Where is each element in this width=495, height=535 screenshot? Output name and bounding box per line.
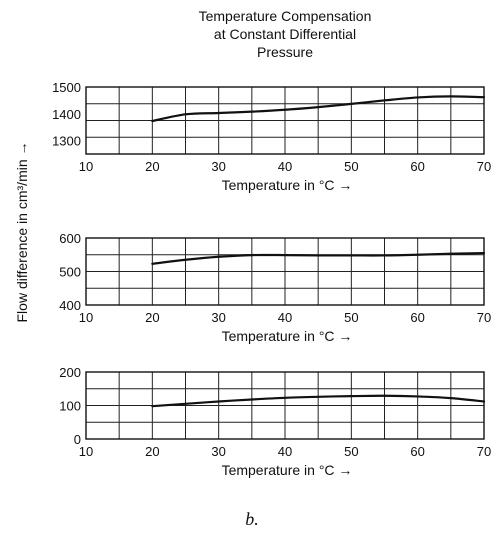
chart-title-line-2: at Constant Differential: [214, 26, 356, 42]
x-tick-label: 20: [145, 310, 159, 325]
x-tick-label: 20: [145, 159, 159, 174]
grid-lines: [86, 87, 484, 154]
y-tick-label: 1400: [52, 107, 81, 122]
y-tick-label: 1300: [52, 134, 81, 149]
x-tick-label: 40: [278, 159, 292, 174]
y-tick-label: 1500: [52, 80, 81, 95]
x-tick-label: 70: [477, 444, 491, 459]
x-tick-label: 50: [344, 159, 358, 174]
y-axis-label: Flow difference in cm³/min →: [14, 141, 30, 322]
chart-panel: 1300 1400 1500 10 20 30 40 50 60 70 Temperature in…: [52, 80, 491, 193]
chart-title: Temperature Compensation at Constant Dif…: [199, 8, 372, 60]
y-tick-label: 0: [74, 432, 81, 447]
plot-frame: [85, 86, 485, 155]
x-tick-label: 10: [79, 444, 93, 459]
series-line: [151, 394, 486, 408]
x-axis-label: Temperature in °C →: [222, 177, 353, 193]
x-axis-label: Temperature in °C →: [222, 462, 353, 478]
y-tick-label: 400: [59, 298, 81, 313]
x-tick-label: 50: [344, 310, 358, 325]
x-tick-label: 50: [344, 444, 358, 459]
x-tick-label: 70: [477, 310, 491, 325]
plot-frame: [85, 371, 485, 440]
chart-panels: 1300 1400 1500 10 20 30 40 50 60 70 Temperature in…: [52, 80, 491, 478]
x-tick-label: 60: [410, 310, 424, 325]
y-tick-label: 500: [59, 265, 81, 280]
x-tick-label: 10: [79, 159, 93, 174]
grid-lines: [86, 372, 484, 439]
x-tick-label: 70: [477, 159, 491, 174]
x-tick-label: 30: [211, 159, 225, 174]
figure-caption: b.: [245, 509, 259, 529]
x-tick-label: 20: [145, 444, 159, 459]
chart-title-line-3: Pressure: [257, 44, 313, 60]
chart-title-line-1: Temperature Compensation: [199, 8, 372, 24]
series-line: [151, 251, 486, 265]
x-tick-label: 10: [79, 310, 93, 325]
x-axis-label: Temperature in °C →: [222, 328, 353, 344]
x-tick-label: 60: [410, 444, 424, 459]
x-tick-label: 40: [278, 444, 292, 459]
chart-panel: 400 500 600 10 20 30 40 50 60 70 Temperature in °C…: [59, 231, 491, 344]
plot-frame: [85, 237, 485, 306]
grid-lines: [86, 238, 484, 305]
x-tick-label: 30: [211, 310, 225, 325]
x-tick-label: 60: [410, 159, 424, 174]
y-tick-label: 100: [59, 399, 81, 414]
series-line: [151, 95, 486, 123]
x-tick-label: 30: [211, 444, 225, 459]
y-tick-label: 600: [59, 231, 81, 246]
x-tick-label: 40: [278, 310, 292, 325]
chart-panel: 0 100 200 10 20 30 40 50 60 70 Temperature in °C →: [59, 365, 491, 478]
y-tick-label: 200: [59, 365, 81, 380]
